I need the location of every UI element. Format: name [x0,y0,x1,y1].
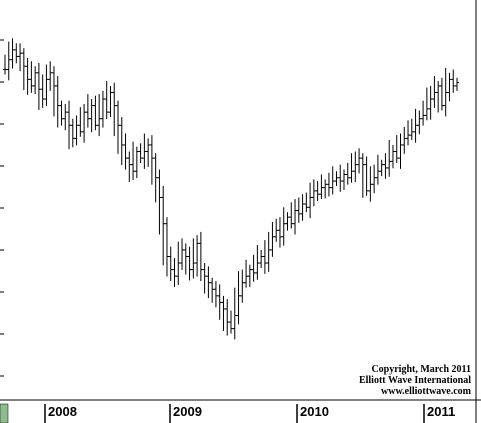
y-axis-ticks [0,39,4,377]
x-tick-label-2011: 2011 [427,404,455,419]
axis-marker [0,403,9,423]
x-tick-label-2010: 2010 [300,404,329,419]
copyright-block: Copyright, March 2011 Elliott Wave Inter… [359,364,471,397]
website-line: www.elliottwave.com [381,386,471,397]
x-tick-label-2009: 2009 [173,404,202,419]
x-tick-label-2008: 2008 [48,404,77,419]
copyright-line: Copyright, March 2011 [371,364,471,375]
publisher-line: Elliott Wave International [358,375,471,386]
price-bars [3,38,459,340]
x-axis: 2008 2009 2010 2011 [44,404,455,423]
